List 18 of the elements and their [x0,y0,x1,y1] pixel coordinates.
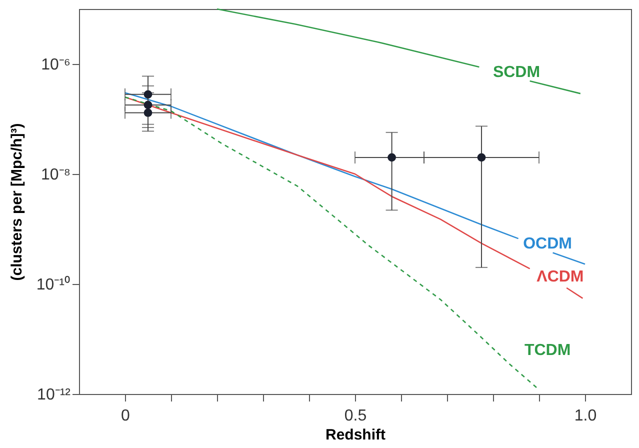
series-label: TCDM [524,342,571,360]
y-tick-label: 10⁻¹² [37,386,72,404]
x-tick-label: 1.0 [574,408,597,424]
x-tick-label: 0 [121,408,130,424]
point [388,153,396,162]
y-tick-label: 10⁻⁶ [41,56,70,74]
point [144,108,152,117]
point [477,153,486,162]
x-axis-title: Redshift [326,426,386,444]
point [144,90,152,99]
series-label: OCDM [523,236,572,253]
series-label: ΛCDM [536,268,584,286]
y-axis-title: (clusters per [Mpc/h]³) [8,123,26,281]
point [144,100,152,110]
x-tick-label: 0.5 [344,408,367,424]
y-tick-label: 10⁻⁸ [40,166,70,184]
y-tick-label: 10⁻¹⁰ [36,276,70,294]
series-label: SCDM [492,64,540,82]
